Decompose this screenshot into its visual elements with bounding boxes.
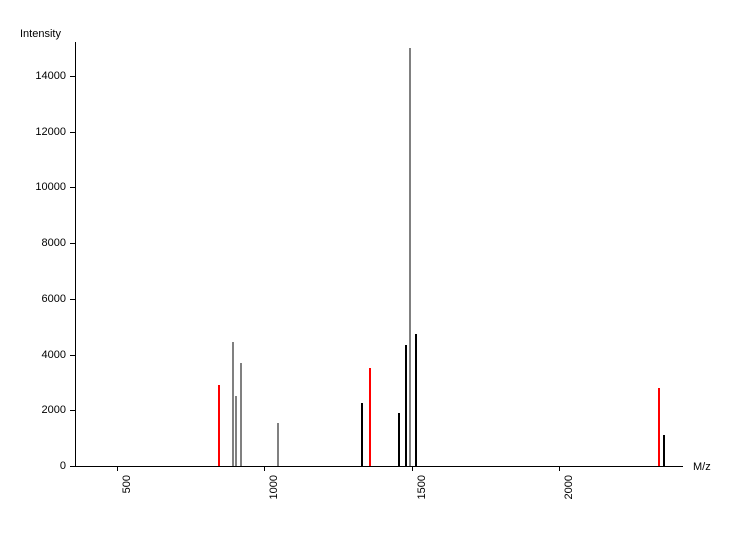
y-tick-label: 10000 bbox=[0, 181, 66, 193]
spectrum-peak bbox=[398, 413, 400, 466]
y-tick bbox=[70, 243, 75, 244]
spectrum-peak bbox=[361, 403, 363, 466]
spectrum-peak bbox=[409, 48, 411, 466]
x-tick-label: 500 bbox=[121, 475, 133, 525]
x-tick bbox=[117, 466, 118, 471]
y-tick bbox=[70, 410, 75, 411]
y-tick-label: 4000 bbox=[0, 349, 66, 361]
spectrum-peak bbox=[369, 368, 371, 466]
y-tick-label: 8000 bbox=[0, 237, 66, 249]
y-tick bbox=[70, 299, 75, 300]
y-axis-label: Intensity bbox=[20, 28, 61, 40]
spectrum-peak bbox=[415, 334, 417, 466]
x-tick-label: 1000 bbox=[268, 475, 280, 525]
x-tick-label: 1500 bbox=[416, 475, 428, 525]
y-tick-label: 12000 bbox=[0, 126, 66, 138]
y-tick bbox=[70, 187, 75, 188]
plot-area bbox=[75, 48, 675, 466]
spectrum-peak bbox=[240, 363, 242, 466]
y-tick-label: 0 bbox=[0, 460, 66, 472]
spectrum-peak bbox=[658, 388, 660, 466]
x-axis bbox=[75, 466, 683, 467]
y-tick bbox=[70, 132, 75, 133]
y-tick-label: 14000 bbox=[0, 70, 66, 82]
y-tick-label: 2000 bbox=[0, 404, 66, 416]
x-tick bbox=[264, 466, 265, 471]
x-tick bbox=[559, 466, 560, 471]
spectrum-peak bbox=[235, 396, 237, 466]
spectrum-peak bbox=[232, 342, 234, 466]
x-axis-label: M/z bbox=[693, 461, 711, 473]
y-tick bbox=[70, 355, 75, 356]
y-tick-label: 6000 bbox=[0, 293, 66, 305]
y-axis bbox=[75, 42, 76, 466]
spectrum-peak bbox=[663, 435, 665, 466]
mass-spectrum-chart: Intensity M/z 0 2000 4000 6000 8000 10000 1200… bbox=[0, 0, 750, 540]
spectrum-peak bbox=[405, 345, 407, 466]
x-tick bbox=[412, 466, 413, 471]
y-tick bbox=[70, 466, 75, 467]
y-tick bbox=[70, 76, 75, 77]
spectrum-peak bbox=[277, 423, 279, 466]
x-tick-label: 2000 bbox=[563, 475, 575, 525]
spectrum-peak bbox=[218, 385, 220, 466]
